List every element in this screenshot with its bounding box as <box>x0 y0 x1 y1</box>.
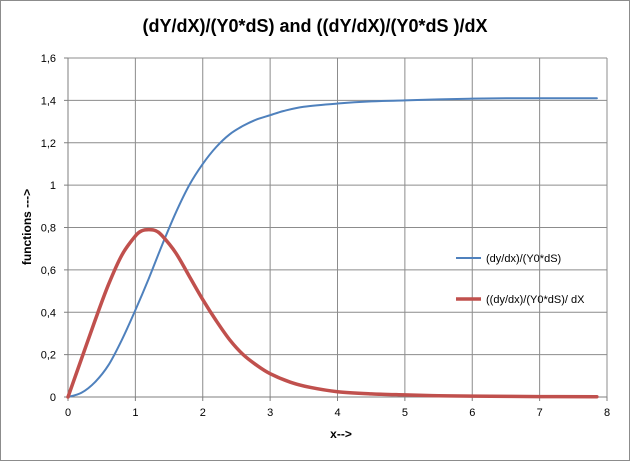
x-tick-label: 6 <box>469 407 475 419</box>
legend-label-1: (dy/dx)/(Y0*dS) <box>486 253 561 265</box>
x-tick-label: 2 <box>200 407 206 419</box>
series-line-1 <box>67 97 598 398</box>
x-tick-label: 0 <box>65 407 71 419</box>
y-tick-label: 1,6 <box>41 53 56 65</box>
series-lines <box>66 97 599 399</box>
y-tick-label: 1,4 <box>41 95 56 107</box>
x-tick-label: 1 <box>132 407 138 419</box>
chart-title: (dY/dX)/(Y0*dS) and ((dY/dX)/(Y0*dS )/dX <box>142 16 487 36</box>
series-line-2 <box>66 227 599 399</box>
x-tick-label: 4 <box>334 407 340 419</box>
y-tick-label: 1,2 <box>41 138 56 150</box>
x-tick-label: 8 <box>604 407 610 419</box>
y-tick-label: 0 <box>50 392 56 404</box>
y-tick-label: 0,6 <box>41 265 56 277</box>
y-tick-label: 0,2 <box>41 350 56 362</box>
tick-labels: 0 1 2 3 4 5 6 7 8 0 0,2 0,4 0,6 0,8 1 1,2 1,4 1,6 <box>41 53 610 419</box>
x-axis-title: x--> <box>330 427 352 441</box>
x-tick-label: 3 <box>267 407 273 419</box>
y-axis-title: functions ---> <box>20 189 34 265</box>
legend-label-2: ((dy/dx)/(Y0*dS)/ dX <box>486 294 585 306</box>
x-tick-label: 7 <box>537 407 543 419</box>
grid <box>67 57 608 398</box>
legend: (dy/dx)/(Y0*dS) ((dy/dx)/(Y0*dS)/ dX <box>456 253 585 306</box>
y-tick-label: 0,4 <box>41 307 56 319</box>
y-tick-label: 0,8 <box>41 223 56 235</box>
y-tick-label: 1 <box>50 180 56 192</box>
x-tick-label: 5 <box>402 407 408 419</box>
